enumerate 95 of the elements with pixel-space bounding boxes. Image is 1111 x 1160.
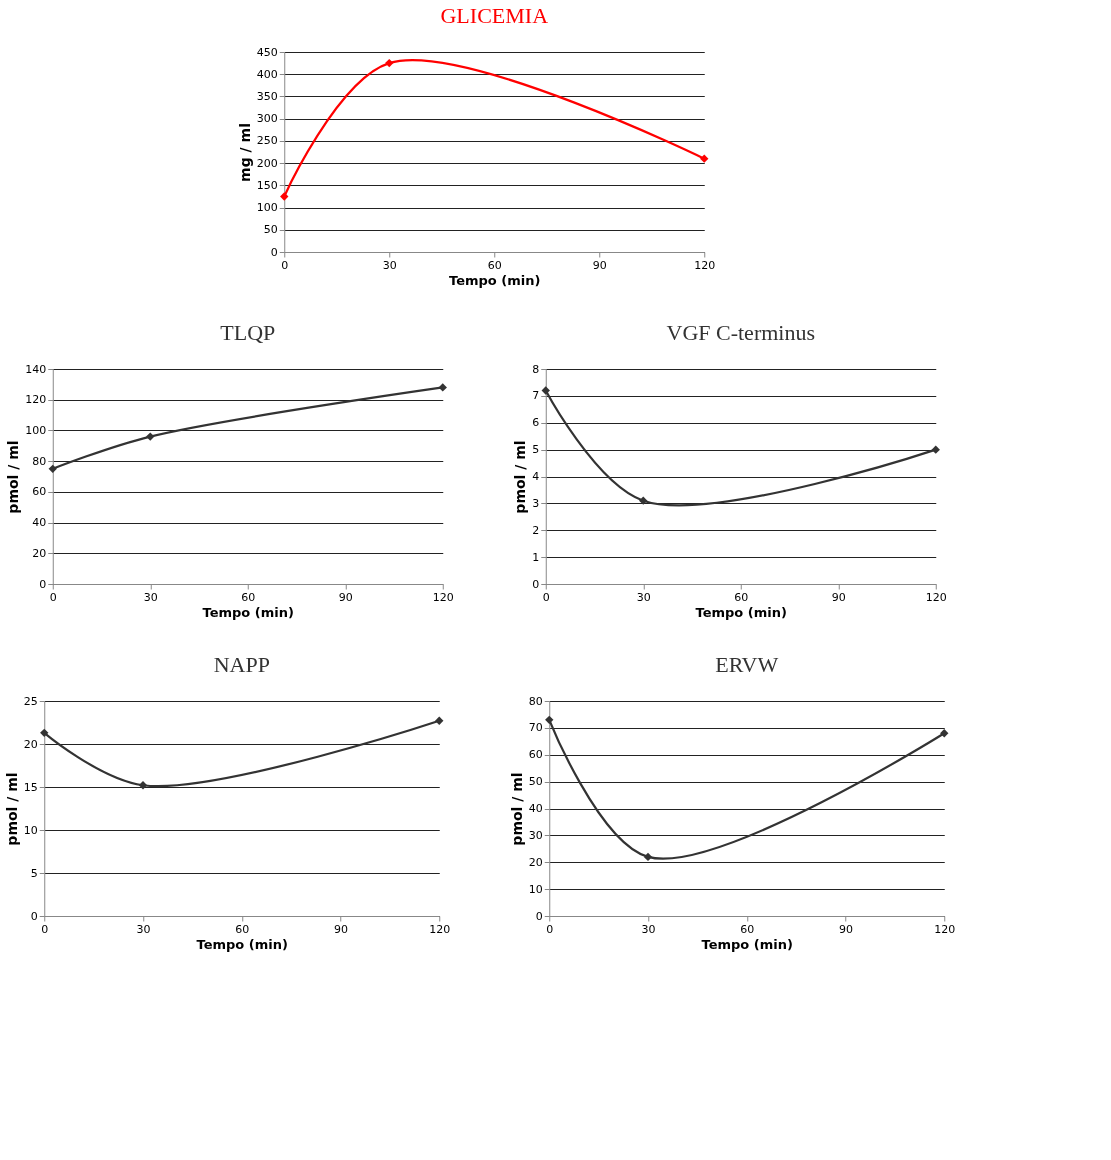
- y-tick-label: 0: [532, 577, 540, 591]
- x-tick-label: 30: [143, 590, 158, 604]
- y-tick-label: 100: [25, 423, 47, 437]
- y-tick-label: 10: [23, 823, 38, 837]
- y-axis-title: pmol / ml: [3, 772, 20, 846]
- x-tick-label: 60: [740, 922, 755, 936]
- x-tick-label: 0: [49, 590, 57, 604]
- chart-title: VGF C-terminus: [666, 320, 815, 345]
- y-tick-label: 25: [23, 694, 38, 708]
- y-tick-label: 2: [532, 523, 540, 537]
- x-tick-label: 30: [641, 922, 656, 936]
- y-tick-label: 15: [23, 780, 38, 794]
- x-tick-label: 60: [235, 922, 250, 936]
- chart-title: ERVW: [715, 652, 779, 677]
- y-tick-label: 20: [23, 737, 38, 751]
- chart-title: TLQP: [220, 320, 276, 345]
- y-axis-title: pmol / ml: [5, 440, 22, 514]
- point: [280, 192, 289, 201]
- y-tick-label: 200: [256, 156, 278, 170]
- y-tick-label: 80: [32, 454, 47, 468]
- point: [931, 445, 940, 454]
- x-tick-label: 30: [636, 590, 651, 604]
- y-tick-label: 400: [256, 67, 278, 81]
- y-tick-label: 50: [528, 775, 543, 789]
- y-tick-label: 300: [256, 112, 278, 126]
- y-tick-label: 0: [39, 577, 47, 591]
- y-tick-label: 1: [532, 550, 540, 564]
- x-tick-label: 120: [429, 922, 451, 936]
- point: [385, 58, 394, 68]
- y-tick-label: 0: [535, 909, 543, 923]
- y-tick-label: 80: [528, 694, 543, 708]
- point: [545, 715, 554, 724]
- y-tick-label: 6: [532, 416, 540, 430]
- y-tick-label: 100: [256, 201, 278, 215]
- point: [438, 383, 447, 392]
- y-tick-label: 150: [256, 178, 278, 192]
- point: [48, 464, 57, 473]
- x-tick-label: 120: [694, 258, 716, 272]
- point: [138, 781, 148, 790]
- y-tick-label: 0: [270, 245, 278, 259]
- chart-title: GLICEMIA: [440, 3, 549, 28]
- x-tick-label: 60: [734, 590, 749, 604]
- point: [643, 852, 653, 862]
- y-tick-label: 10: [528, 882, 543, 896]
- y-tick-label: 450: [256, 45, 278, 59]
- y-tick-label: 60: [32, 485, 47, 499]
- x-tick-label: 30: [382, 258, 397, 272]
- y-tick-label: 8: [532, 362, 540, 376]
- point: [541, 386, 550, 395]
- x-tick-label: 90: [839, 922, 853, 936]
- x-tick-label: 90: [334, 922, 348, 936]
- x-axis-title: Tempo (min): [701, 936, 793, 952]
- x-tick-label: 120: [925, 590, 947, 604]
- y-tick-label: 5: [30, 866, 38, 880]
- x-tick-label: 60: [241, 590, 256, 604]
- x-tick-label: 90: [831, 590, 846, 604]
- x-tick-label: 0: [546, 922, 554, 936]
- y-tick-label: 50: [263, 223, 278, 237]
- x-axis-title: Tempo (min): [202, 604, 294, 620]
- y-tick-label: 250: [256, 134, 278, 148]
- y-tick-label: 30: [528, 828, 543, 842]
- x-axis-title: Tempo (min): [196, 936, 288, 952]
- y-tick-label: 5: [532, 443, 540, 457]
- y-axis-title: pmol / ml: [512, 440, 529, 514]
- y-tick-label: 120: [25, 393, 47, 407]
- point: [700, 154, 709, 163]
- point: [146, 432, 155, 441]
- y-tick-label: 40: [528, 802, 543, 815]
- point: [435, 716, 444, 725]
- y-tick-label: 20: [32, 546, 47, 560]
- point: [40, 728, 49, 737]
- chart-title: NAPP: [213, 652, 270, 677]
- y-tick-label: 60: [528, 748, 543, 762]
- point: [940, 729, 949, 738]
- y-tick-label: 20: [528, 855, 543, 869]
- y-tick-label: 0: [30, 909, 38, 923]
- y-tick-label: 140: [25, 362, 47, 376]
- y-tick-label: 4: [532, 470, 540, 483]
- x-tick-label: 30: [136, 922, 151, 936]
- x-tick-label: 60: [487, 258, 502, 272]
- y-tick-label: 350: [256, 89, 278, 103]
- point: [639, 496, 648, 505]
- x-tick-label: 120: [934, 922, 956, 936]
- y-axis-title: pmol / ml: [508, 772, 525, 846]
- x-tick-label: 120: [432, 590, 454, 604]
- y-tick-label: 70: [528, 721, 543, 735]
- x-tick-label: 0: [281, 258, 289, 272]
- y-tick-label: 40: [32, 516, 47, 530]
- x-axis-title: Tempo (min): [449, 272, 541, 288]
- y-tick-label: 7: [532, 389, 540, 403]
- y-axis-title: mg / ml: [236, 123, 253, 182]
- y-tick-label: 3: [532, 496, 540, 510]
- x-axis-title: Tempo (min): [695, 604, 787, 620]
- x-tick-label: 90: [338, 590, 353, 604]
- x-tick-label: 90: [592, 258, 607, 272]
